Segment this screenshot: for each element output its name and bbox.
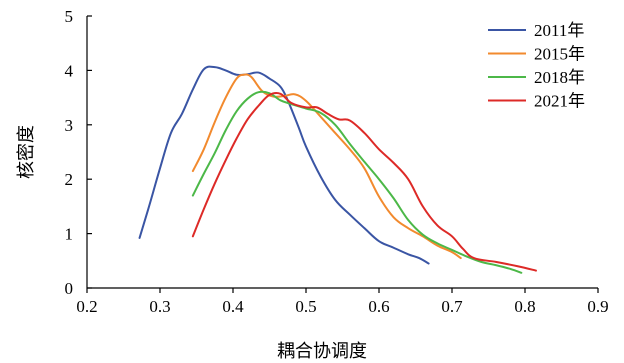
y-tick-label: 0 — [65, 279, 74, 298]
x-tick-label: 0.3 — [149, 297, 170, 316]
y-tick-label: 5 — [65, 7, 74, 26]
legend-label-1: 2011年 — [534, 21, 584, 40]
y-tick-label: 2 — [65, 170, 74, 189]
x-tick-label: 0.2 — [76, 297, 97, 316]
y-tick-label: 4 — [65, 61, 74, 80]
y-axis-title: 核密度 — [16, 125, 37, 179]
x-tick-label: 0.9 — [587, 297, 608, 316]
legend-label-4: 2021年 — [534, 92, 585, 111]
legend-label-3: 2018年 — [534, 68, 585, 87]
x-tick-label: 0.4 — [222, 297, 244, 316]
series-line-2 — [191, 73, 462, 260]
y-tick-label: 1 — [65, 225, 74, 244]
x-axis-title: 耦合协调度 — [277, 341, 367, 362]
axes: 0.2 0.3 0.4 0.5 0.6 0.7 0.8 0.9 0 1 2 3 4 5 — [65, 7, 609, 316]
x-tick-label: 0.7 — [441, 297, 463, 316]
x-tick-label: 0.5 — [295, 297, 316, 316]
series-lines — [138, 65, 537, 274]
x-tick-label: 0.6 — [368, 297, 389, 316]
legend: 2011年 2015年 2018年 2021年 — [488, 21, 585, 111]
series-line-4 — [191, 91, 537, 272]
series-line-1 — [138, 65, 430, 265]
series-line-3 — [191, 90, 523, 274]
x-tick-label: 0.8 — [514, 297, 535, 316]
legend-label-2: 2015年 — [534, 45, 585, 64]
y-tick-label: 3 — [65, 116, 74, 135]
